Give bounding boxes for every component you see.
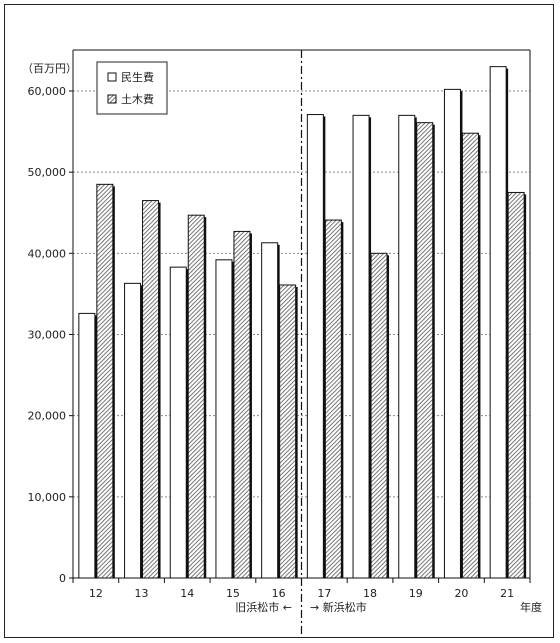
bar-series-1-rect — [398, 114, 416, 579]
bar-series-2 — [233, 230, 252, 579]
x-tick-label: 12 — [89, 587, 103, 600]
old-city-label: 旧浜松市 ← — [235, 600, 292, 614]
bar-series-1-rect — [489, 66, 507, 579]
bar-series-2 — [279, 284, 298, 579]
x-tick-label: 20 — [454, 587, 468, 600]
bar-series-2 — [142, 200, 161, 579]
x-tick-label: 13 — [135, 587, 149, 600]
bar-series-2 — [96, 183, 115, 579]
bar-series-1 — [352, 114, 372, 579]
bar-series-2 — [507, 191, 527, 579]
bar-series-1-rect — [306, 114, 324, 579]
legend-label-series-2: 土木費 — [121, 92, 154, 106]
bar-series-1-rect — [261, 242, 279, 579]
legend-label-series-1: 民生費 — [121, 70, 154, 84]
bar-series-1 — [398, 114, 417, 579]
legend-swatch-series-2 — [107, 94, 117, 104]
x-tick-label: 18 — [363, 587, 377, 600]
bar-series-2-rect — [370, 252, 388, 579]
bar-series-2 — [461, 132, 481, 579]
bar-series-1 — [306, 114, 326, 579]
bar-series-2 — [370, 252, 390, 579]
y-tick-label: 10,000 — [28, 491, 67, 504]
bar-series-2 — [416, 122, 435, 579]
bar-series-2 — [187, 214, 207, 579]
x-tick-label: 15 — [226, 587, 240, 600]
bar-series-1-rect — [78, 312, 96, 579]
bar-series-1 — [169, 266, 189, 579]
bar-series-2-rect — [96, 183, 114, 579]
bar-series-1 — [443, 88, 463, 579]
bar-series-2-rect — [279, 284, 297, 579]
bar-series-1-rect — [352, 114, 370, 579]
bar-series-1-rect — [124, 282, 142, 579]
x-axis-label: 年度 — [520, 600, 542, 614]
bar-series-2-rect — [507, 191, 525, 579]
bar-series-2-rect — [142, 200, 160, 579]
y-tick-label: 20,000 — [28, 410, 67, 423]
x-tick-label: 16 — [272, 587, 286, 600]
y-tick-label: 30,000 — [28, 329, 67, 342]
legend-swatch-series-1 — [107, 72, 117, 82]
bar-series-1-rect — [215, 259, 233, 579]
y-tick-label: 40,000 — [28, 247, 67, 260]
y-tick-label: 0 — [59, 572, 66, 585]
bar-series-2-rect — [461, 132, 479, 579]
y-tick-label: 50,000 — [28, 166, 67, 179]
legend: 民生費 土木費 — [96, 61, 168, 115]
bar-series-1 — [124, 282, 143, 579]
bar-series-2-rect — [324, 219, 342, 579]
bar-series-1 — [489, 66, 509, 579]
bar-series-2-rect — [187, 214, 205, 579]
bar-series-2-rect — [416, 122, 434, 579]
y-unit-label: （百万円） — [22, 62, 77, 75]
bar-series-1-rect — [169, 266, 187, 579]
bar-series-1 — [215, 259, 234, 579]
new-city-label: → 新浜松市 — [310, 600, 367, 614]
bar-series-2-rect — [233, 230, 251, 579]
x-tick-label: 21 — [500, 587, 514, 600]
bar-series-1 — [261, 242, 280, 579]
chart-frame — [4, 4, 554, 638]
bar-series-1-rect — [443, 88, 461, 579]
bar-series-2 — [324, 219, 344, 579]
x-tick-label: 19 — [409, 587, 423, 600]
y-tick-label: 60,000 — [28, 85, 67, 98]
x-tick-label: 17 — [317, 587, 331, 600]
x-tick-label: 14 — [180, 587, 194, 600]
bar-series-1 — [78, 312, 97, 579]
